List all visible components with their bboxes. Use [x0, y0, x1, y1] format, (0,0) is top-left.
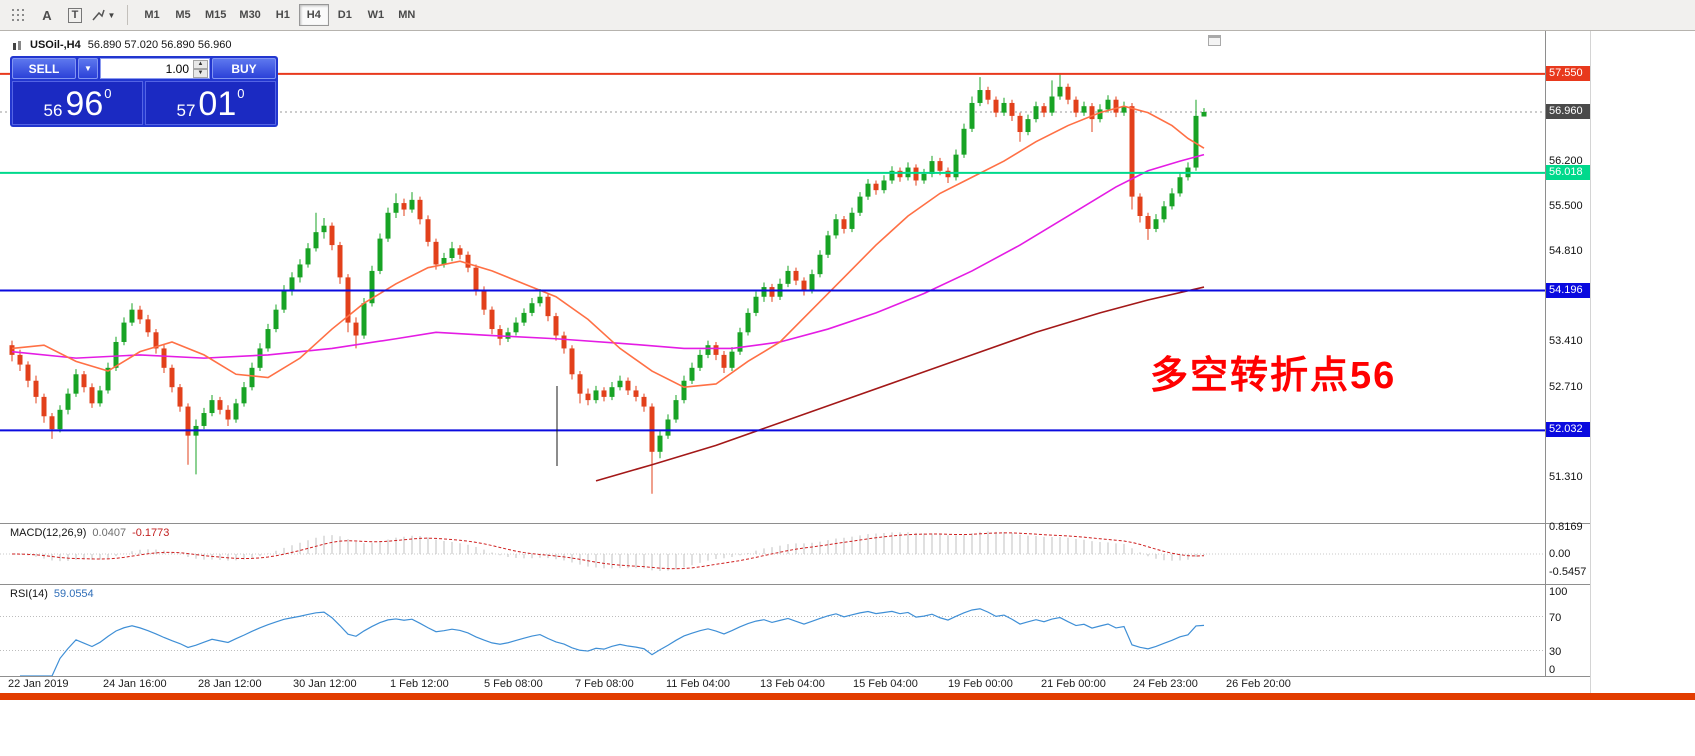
window-right-border — [1590, 31, 1591, 693]
volume-increment-icon[interactable]: ▲ — [193, 60, 208, 69]
arrow-tool-caret-icon: ▼ — [107, 10, 116, 20]
volume-field: ▲ ▼ — [100, 58, 210, 79]
timeframe-m1[interactable]: M1 — [144, 9, 160, 21]
rsi-header: RSI(14) 59.0554 — [10, 588, 94, 600]
macd-panel-separator[interactable] — [0, 523, 1590, 524]
symbol-period-label: USOil-,H4 — [30, 39, 81, 51]
rsi-value: 59.0554 — [53, 588, 94, 600]
restore-window-icon[interactable] — [1208, 35, 1221, 46]
time-axis-separator — [0, 676, 1590, 677]
time-axis-label: 24 Feb 23:00 — [1133, 678, 1198, 690]
rsi-scale-label: 0 — [1549, 664, 1556, 676]
volume-dropdown-caret-icon[interactable]: ▼ — [78, 58, 98, 79]
timeframe-m15[interactable]: M15 — [205, 9, 227, 21]
buy-price-point: 0 — [237, 86, 245, 101]
volume-decrement-icon[interactable]: ▼ — [193, 69, 208, 78]
time-axis-label: 19 Feb 00:00 — [948, 678, 1013, 690]
price-level-badge: 54.196 — [1546, 282, 1590, 298]
buy-button[interactable]: BUY — [212, 58, 276, 79]
price-level-badge: 56.018 — [1546, 164, 1590, 180]
macd-scale-label: -0.5457 — [1549, 565, 1587, 578]
rsi-label: RSI(14) — [10, 588, 48, 600]
sell-button[interactable]: SELL — [12, 58, 76, 79]
rsi-scale-label: 30 — [1549, 645, 1562, 658]
time-axis-label: 13 Feb 04:00 — [760, 678, 825, 690]
time-axis-label: 5 Feb 08:00 — [484, 678, 543, 690]
rsi-scale-label: 70 — [1549, 611, 1562, 624]
price-scale-label: 55.500 — [1549, 200, 1583, 213]
time-axis-label: 28 Jan 12:00 — [198, 678, 262, 690]
time-axis-label: 7 Feb 08:00 — [575, 678, 634, 690]
timeframe-m5[interactable]: M5 — [175, 9, 191, 21]
one-click-trade-panel: SELL ▼ ▲ ▼ BUY 56 96 0 57 01 0 — [10, 56, 278, 127]
buy-price-display[interactable]: 57 01 0 — [145, 81, 276, 125]
price-scale-label: 53.410 — [1549, 335, 1583, 348]
price-level-badge: 57.550 — [1546, 65, 1590, 81]
macd-scale-label: 0.8169 — [1549, 521, 1583, 534]
price-level-badge: 52.032 — [1546, 422, 1590, 438]
volume-input[interactable] — [101, 59, 209, 78]
price-scale-border[interactable] — [1545, 31, 1546, 677]
time-axis-label: 24 Jan 16:00 — [103, 678, 167, 690]
time-axis[interactable]: 22 Jan 2019 24 Jan 16:00 28 Jan 12:00 30 Ja… — [0, 678, 1590, 693]
buy-price-pips: 01 — [198, 85, 237, 124]
time-axis-label: 30 Jan 12:00 — [293, 678, 357, 690]
price-scale-label: 54.810 — [1549, 244, 1583, 257]
rsi-scale-label: 100 — [1549, 586, 1568, 598]
bid-price-badge: 56.960 — [1546, 104, 1590, 119]
grid-tool-icon[interactable] — [6, 4, 32, 26]
chart-title: USOil-,H4 56.890 57.020 56.890 56.960 — [12, 39, 231, 51]
timeframe-d1[interactable]: D1 — [337, 9, 352, 21]
timeframe-m30[interactable]: M30 — [239, 9, 261, 21]
timeframe-h1[interactable]: H1 — [275, 9, 290, 21]
sell-price-int: 56 — [43, 101, 63, 120]
timeframe-group: M1 M5 M15 M30 H1 H4 D1 W1 MN — [137, 4, 423, 26]
text-tool-icon[interactable]: A — [42, 7, 52, 23]
buy-price-int: 57 — [176, 101, 196, 120]
macd-header: MACD(12,26,9) 0.0407 -0.1773 — [10, 527, 169, 539]
time-axis-label: 21 Feb 00:00 — [1041, 678, 1106, 690]
bottom-red-strip — [0, 693, 1695, 700]
macd-signal-value: -0.1773 — [132, 527, 170, 539]
price-scale-label: 52.710 — [1549, 380, 1583, 393]
macd-main-value: 0.0407 — [92, 527, 127, 539]
price-scale-label: 56.200 — [1549, 155, 1583, 168]
chart-annotation-text: 多空转折点56 — [1150, 355, 1397, 397]
text-label-tool-icon[interactable]: T — [62, 4, 88, 26]
price-scale-label: 51.310 — [1549, 470, 1583, 483]
sell-price-point: 0 — [104, 86, 112, 101]
chart-symbol-icon — [13, 40, 21, 50]
macd-label: MACD(12,26,9) — [10, 527, 87, 539]
time-axis-label: 1 Feb 12:00 — [390, 678, 449, 690]
timeframe-w1[interactable]: W1 — [367, 9, 385, 21]
sell-price-display[interactable]: 56 96 0 — [12, 81, 143, 125]
time-axis-label: 22 Jan 2019 — [8, 678, 69, 690]
rsi-panel-separator[interactable] — [0, 584, 1590, 585]
timeframe-mn[interactable]: MN — [398, 9, 416, 21]
volume-spinner: ▲ ▼ — [193, 60, 208, 78]
arrow-tool-icon[interactable]: ▼ — [90, 4, 116, 26]
timeframe-h4[interactable]: H4 — [298, 4, 329, 26]
ohlc-values: 56.890 57.020 56.890 56.960 — [87, 39, 232, 51]
toolbar-separator — [127, 5, 128, 25]
macd-scale-label: 0.00 — [1549, 548, 1571, 560]
time-axis-label: 11 Feb 04:00 — [666, 678, 731, 690]
time-axis-label: 15 Feb 04:00 — [853, 678, 918, 690]
toolbar: A T ▼ M1 M5 M15 M30 H1 H4 D1 W1 MN — [0, 0, 1695, 31]
sell-price-pips: 96 — [65, 85, 104, 124]
time-axis-label: 26 Feb 20:00 — [1226, 678, 1291, 690]
